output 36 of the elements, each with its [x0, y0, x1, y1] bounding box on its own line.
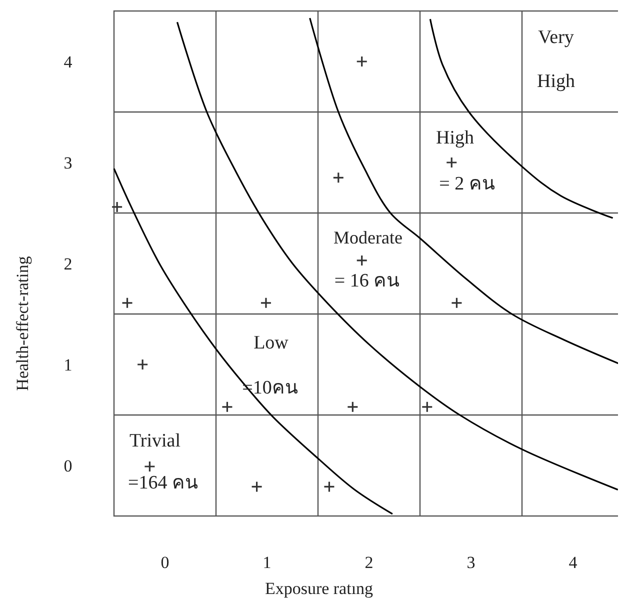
- y-tick-label: 1: [64, 355, 72, 374]
- y-tick-label: 0: [64, 456, 72, 476]
- text: Very High: [537, 27, 575, 92]
- x-axis-title: Exposure ratıng: [264, 579, 374, 598]
- annotation: =164 คน: [128, 472, 198, 494]
- point: [221, 401, 234, 413]
- annotation: = 16 คน: [334, 270, 400, 292]
- point: [323, 480, 336, 493]
- point: [356, 254, 368, 266]
- point: [356, 56, 368, 68]
- point: [121, 297, 134, 309]
- x-tick-label: 4: [568, 553, 578, 572]
- point: [446, 156, 458, 168]
- line-series: [429, 18, 614, 219]
- point: [144, 460, 156, 472]
- x-tick-label: 0: [160, 553, 170, 572]
- y-tick-label: 2: [64, 254, 72, 274]
- point: [136, 358, 148, 370]
- x-tick-label: 1: [262, 553, 272, 572]
- point: [421, 401, 433, 413]
- y-tick-label: 4: [64, 52, 73, 72]
- annotation: = 2 คน: [439, 174, 495, 195]
- point: [346, 401, 358, 413]
- y-tick-label: 3: [64, 153, 72, 172]
- y-axis-title: Health-effect-rating: [13, 256, 32, 391]
- x-tick-label: 2: [364, 553, 374, 572]
- point: [111, 201, 123, 213]
- point: [251, 480, 263, 493]
- x-tick-label: 3: [466, 553, 476, 572]
- annotation: Low: [254, 332, 289, 354]
- annotation: Moderate: [334, 227, 402, 248]
- point: [450, 297, 463, 309]
- annotation: High: [436, 128, 474, 149]
- point: [332, 172, 344, 184]
- annotation: Trivial: [129, 430, 181, 452]
- point: [260, 297, 272, 309]
